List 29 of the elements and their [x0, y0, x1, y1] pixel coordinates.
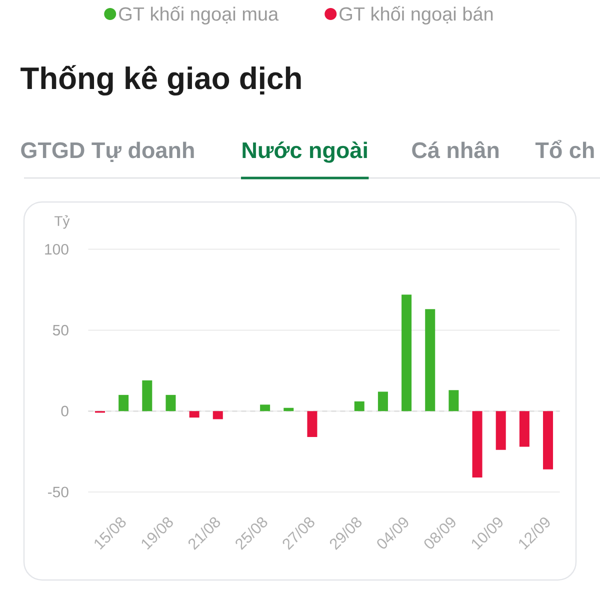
legend-label: GT khối ngoại mua	[119, 6, 279, 24]
bar	[496, 411, 506, 450]
chart-title: Thống kê giao dịch	[20, 65, 301, 96]
y-tick-label: 0	[61, 406, 68, 416]
bar	[212, 411, 223, 420]
bar	[354, 401, 364, 412]
y-axis-title: Tỷ	[54, 215, 70, 229]
bar	[472, 411, 482, 478]
bar	[543, 411, 554, 470]
legend-label: GT khối ngoại bán	[340, 6, 493, 24]
y-tick-label: -50	[48, 486, 68, 498]
bar	[425, 309, 436, 412]
bar	[142, 380, 152, 412]
bar	[519, 411, 530, 447]
chart-subtitle: Nước ngoài	[242, 141, 367, 163]
bar	[118, 394, 129, 412]
y-tick-label: 50	[52, 324, 68, 336]
bar	[260, 404, 270, 412]
y-tick-label: 100	[45, 244, 68, 255]
bar	[189, 411, 200, 418]
text: Cá nhân	[412, 141, 499, 158]
bar	[307, 411, 318, 437]
bar	[166, 394, 176, 412]
bar	[378, 392, 388, 412]
text: Tổ ch	[535, 140, 594, 158]
bar	[448, 390, 459, 412]
bar	[284, 408, 294, 412]
text: GTGD Tự doanh	[21, 142, 194, 162]
bar	[402, 294, 412, 412]
